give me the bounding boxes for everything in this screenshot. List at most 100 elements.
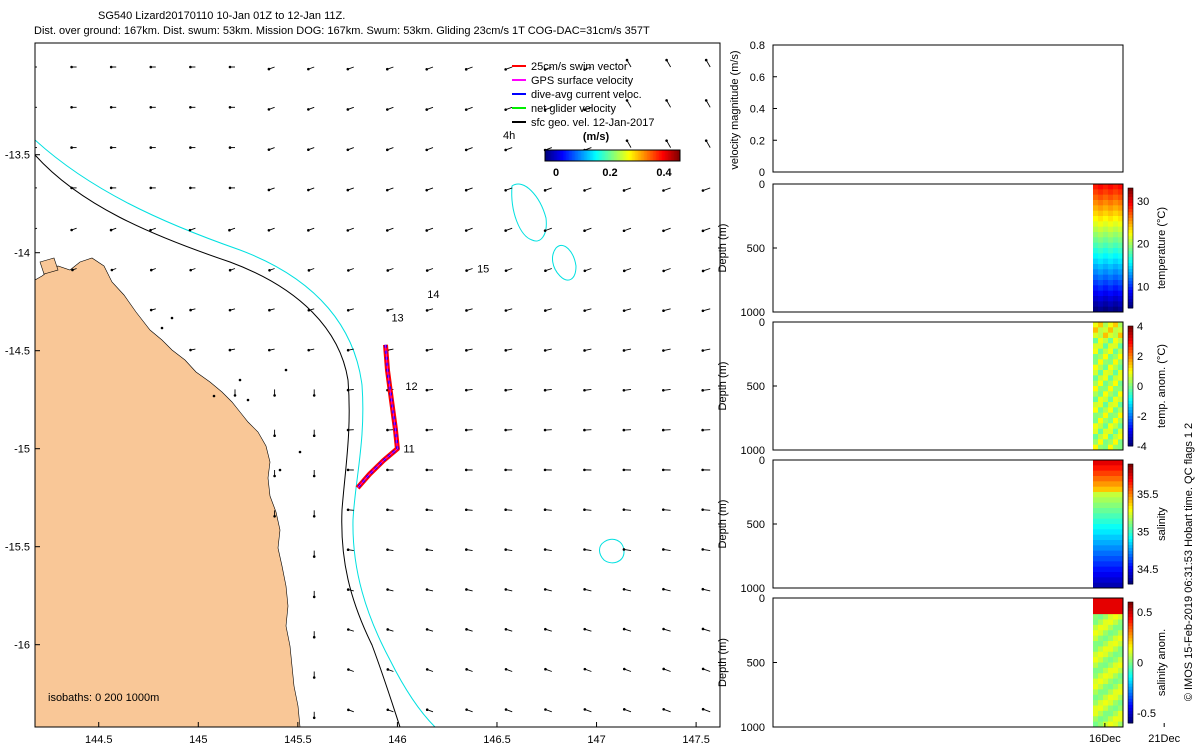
temp-anomaly-section-panel: 0 500 1000 Depth (m) 4 2 0 -2 -4 temp. anom. (°C) bbox=[717, 317, 1168, 457]
colorbar-cell bbox=[1128, 656, 1133, 660]
plot-title-line-2: Dist. over ground: 167km. Dist. swum: 53… bbox=[34, 25, 650, 37]
current-arrow-head bbox=[273, 474, 276, 478]
colorbar-cell bbox=[666, 150, 669, 161]
current-arrow-head bbox=[543, 189, 547, 192]
section-cell bbox=[1113, 470, 1119, 477]
section-cell bbox=[1113, 428, 1119, 435]
section-cell bbox=[1108, 264, 1114, 270]
section-cell bbox=[1103, 577, 1109, 584]
colorbar-cell bbox=[1128, 662, 1133, 667]
current-arrow-head bbox=[386, 628, 389, 631]
current-arrow-head bbox=[662, 707, 665, 711]
current-arrow-head bbox=[70, 186, 73, 190]
section-cell bbox=[1093, 678, 1099, 685]
current-arrow-head bbox=[228, 106, 232, 109]
current-arrow bbox=[705, 140, 711, 148]
current-arrow-head bbox=[346, 468, 350, 472]
current-arrow-head bbox=[307, 67, 310, 71]
colorbar-cell bbox=[639, 150, 642, 161]
section-cell bbox=[1093, 540, 1099, 546]
colorbar-cell bbox=[1128, 383, 1133, 387]
current-arrow-head bbox=[307, 229, 310, 232]
current-arrow-head bbox=[347, 708, 350, 712]
section-cell bbox=[1113, 296, 1119, 302]
colorbar-cell bbox=[1128, 302, 1133, 306]
section-cell bbox=[1098, 285, 1104, 292]
section-cell bbox=[1118, 332, 1124, 339]
section-cell bbox=[1118, 184, 1124, 190]
current-arrow-head bbox=[504, 548, 508, 551]
section-cell bbox=[1118, 502, 1124, 509]
section-cell bbox=[1093, 646, 1099, 653]
current-arrow-head bbox=[701, 389, 705, 392]
colorbar-cell bbox=[1128, 206, 1133, 210]
current-arrow-head bbox=[701, 587, 705, 591]
section-cell bbox=[1108, 486, 1114, 493]
section-cell bbox=[1093, 465, 1099, 472]
section-cell bbox=[1113, 662, 1119, 669]
colorbar-cell bbox=[1128, 251, 1133, 255]
current-arrow-head bbox=[662, 269, 665, 273]
current-arrow-head bbox=[583, 68, 586, 71]
section-cell bbox=[1103, 274, 1109, 281]
x-tick-label: 146 bbox=[388, 734, 406, 746]
section-cell bbox=[1108, 428, 1114, 435]
land-mass bbox=[35, 257, 301, 727]
section-cell bbox=[1118, 221, 1124, 228]
section-cell bbox=[1093, 242, 1099, 249]
section-cell bbox=[1098, 614, 1104, 620]
section-cell bbox=[1113, 242, 1119, 249]
colorbar-cell bbox=[1128, 500, 1133, 504]
current-arrow-head bbox=[425, 708, 429, 711]
section-cell bbox=[1098, 657, 1104, 663]
section-cell bbox=[1103, 205, 1109, 212]
current-arrow-head bbox=[386, 428, 389, 432]
colorbar-tick-label: 0 bbox=[1137, 381, 1143, 393]
colorbar-cell bbox=[549, 150, 552, 161]
section-cell bbox=[1118, 460, 1124, 466]
current-arrow-head bbox=[465, 668, 468, 671]
colorbar-cell bbox=[597, 150, 600, 161]
colorbar-cell bbox=[611, 150, 613, 161]
section-cell bbox=[1098, 721, 1104, 728]
section-cell bbox=[1108, 550, 1114, 557]
section-cell bbox=[1093, 280, 1099, 286]
section-cell bbox=[1098, 301, 1104, 308]
colorbar-tick-label: 35 bbox=[1137, 527, 1149, 539]
colorbar-cell bbox=[1128, 257, 1133, 261]
section-cell bbox=[1118, 364, 1124, 371]
current-arrow-head bbox=[425, 348, 429, 352]
colorbar-cell bbox=[1128, 197, 1133, 201]
temperature-section-panel: 0 500 1000 Depth (m) 30 20 10 temperature (°C) bbox=[717, 179, 1168, 319]
section-cell bbox=[1108, 434, 1114, 440]
section-cell bbox=[1108, 624, 1114, 631]
current-arrow-head bbox=[189, 65, 192, 69]
time-axis: 16Dec21Dec26Dec31Dec05Jan10Jan bbox=[1089, 723, 1181, 745]
current-arrow-head bbox=[544, 667, 547, 671]
reef-speck bbox=[298, 450, 302, 454]
section-cell bbox=[1098, 545, 1104, 552]
section-cell bbox=[1113, 624, 1119, 631]
current-arrow-head bbox=[386, 309, 389, 312]
colorbar-cell bbox=[1128, 260, 1133, 264]
section-cell bbox=[1108, 296, 1114, 302]
section-cell bbox=[1098, 200, 1104, 206]
section-cell bbox=[1098, 508, 1104, 514]
section-cell bbox=[1098, 710, 1104, 717]
current-arrow-head bbox=[543, 548, 547, 551]
section-cell bbox=[1118, 641, 1124, 647]
colorbar-cell bbox=[1128, 293, 1133, 297]
section-cell bbox=[1098, 237, 1104, 244]
colorbar-cell bbox=[608, 150, 610, 161]
current-arrow-head bbox=[504, 309, 508, 312]
colorbar-cell bbox=[1128, 269, 1133, 273]
section-cell bbox=[1098, 497, 1104, 504]
colorbar-cell bbox=[1128, 239, 1133, 243]
colorbar-cell bbox=[1128, 344, 1133, 348]
current-arrow-head bbox=[622, 708, 626, 711]
colorbar-title: temperature (°C) bbox=[1156, 207, 1168, 289]
section-cell bbox=[1093, 407, 1099, 414]
colorbar-cell bbox=[587, 150, 589, 161]
colorbar-cell bbox=[1128, 611, 1133, 615]
current-arrow-head bbox=[622, 508, 626, 511]
